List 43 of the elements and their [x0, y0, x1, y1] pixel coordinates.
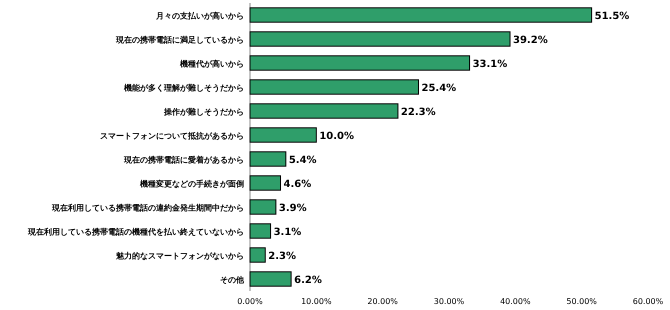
data-label: 51.5%	[594, 11, 630, 22]
data-label: 5.4%	[288, 155, 317, 166]
data-label: 4.6%	[284, 179, 312, 190]
bar	[250, 103, 398, 119]
data-label: 22.3%	[400, 107, 436, 118]
y-tick-label: 現在の携帯電話に満足しているから	[115, 36, 244, 44]
data-label: 33.1%	[472, 59, 508, 70]
y-tick-label: 現在利用している携帯電話の違約金発生期間中だから	[51, 204, 244, 212]
bar	[250, 79, 419, 95]
data-label: 6.2%	[294, 275, 322, 286]
x-tick-label: 60.00%	[632, 297, 664, 306]
x-tick-label: 30.00%	[434, 297, 465, 306]
data-label: 2.3%	[268, 251, 296, 262]
y-tick-label: 月々の支払いが高いから	[155, 10, 244, 20]
y-tick-label: 現在利用している携帯電話の機種代を払い終えていないから	[27, 228, 244, 236]
bar	[250, 55, 470, 71]
data-label: 25.4%	[421, 83, 456, 94]
data-label: 3.9%	[278, 203, 307, 214]
x-tick-label: 10.00%	[301, 297, 332, 306]
y-tick-label: 現在の携帯電話に愛着があるから	[123, 154, 244, 164]
bar	[250, 247, 266, 263]
data-label: 10.0%	[319, 131, 354, 142]
data-label: 39.2%	[513, 35, 548, 46]
y-tick-label: スマートフォンについて抵抗があるから	[100, 132, 244, 140]
y-tick-label: 機種変更などの手続きが面倒	[139, 178, 244, 188]
x-tick-label: 50.00%	[566, 297, 598, 306]
bar	[250, 199, 276, 215]
y-tick-label: 機種代が高いから	[179, 58, 244, 68]
data-label: 3.1%	[274, 227, 302, 238]
bar	[250, 223, 272, 239]
x-tick-label: 20.00%	[367, 297, 398, 306]
x-tick-label: 40.00%	[500, 297, 531, 306]
bar	[250, 7, 592, 23]
bar	[250, 271, 292, 287]
bar	[250, 175, 282, 191]
y-tick-label: 操作が難しそうだから	[163, 108, 244, 116]
bar	[250, 127, 317, 143]
bar	[250, 31, 511, 47]
x-tick-label: 0.00%	[237, 297, 264, 306]
y-tick-label: 機能が多く理解が難しそうだから	[123, 84, 244, 92]
y-tick-label: 魅力的なスマートフォンがないから	[115, 252, 244, 260]
y-tick-label: その他	[220, 276, 245, 284]
bar	[250, 151, 286, 167]
